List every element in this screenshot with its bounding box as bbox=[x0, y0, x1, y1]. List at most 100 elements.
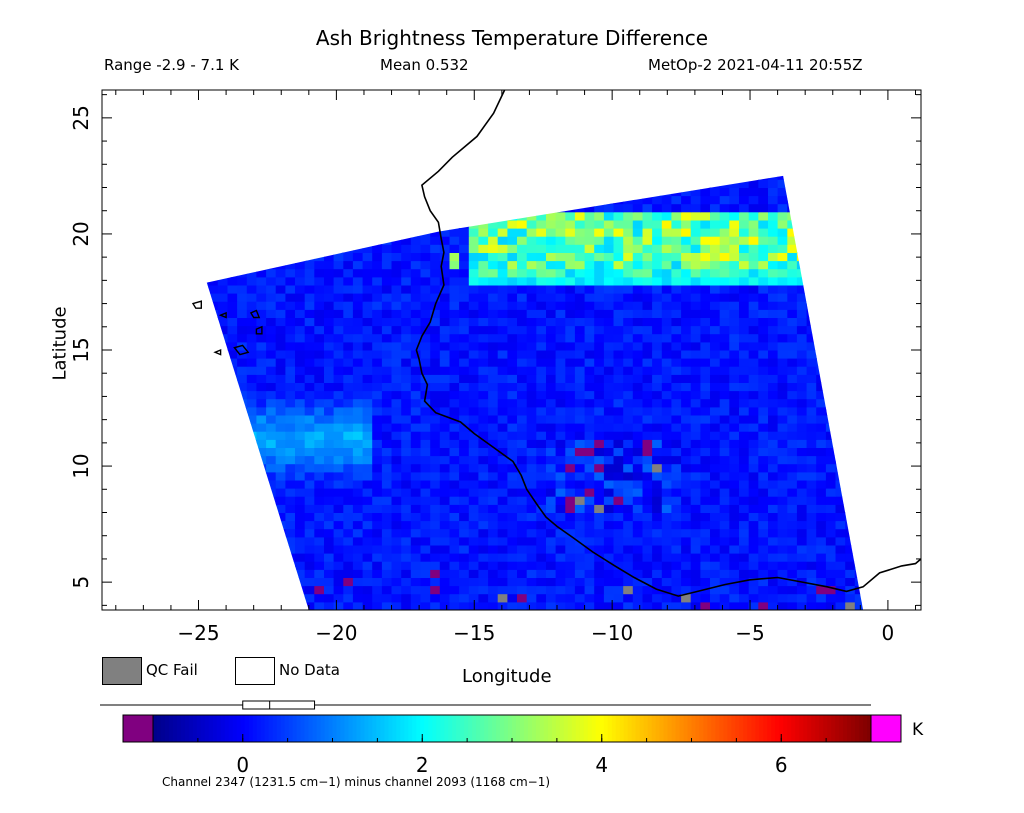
heatmap-cell bbox=[874, 545, 884, 554]
heatmap-cell bbox=[671, 423, 682, 432]
heatmap-cell bbox=[690, 512, 701, 522]
heatmap-cell bbox=[623, 382, 634, 392]
heatmap-cell bbox=[449, 211, 460, 221]
heatmap-cell bbox=[845, 260, 856, 270]
heatmap-cell bbox=[632, 439, 643, 448]
heatmap-cell bbox=[816, 431, 827, 440]
heatmap-cell bbox=[816, 382, 827, 392]
heatmap-cell bbox=[497, 423, 508, 432]
heatmap-cell bbox=[217, 545, 228, 554]
heatmap-cell bbox=[275, 463, 286, 473]
heatmap-cell bbox=[256, 406, 267, 416]
heatmap-cell bbox=[468, 447, 479, 457]
heatmap-cell bbox=[391, 463, 402, 473]
heatmap-cell bbox=[333, 179, 344, 188]
heatmap-cell bbox=[381, 228, 393, 237]
heatmap-cell bbox=[459, 341, 470, 351]
heatmap-cell bbox=[661, 528, 672, 538]
heatmap-cell bbox=[247, 163, 257, 172]
heatmap-cell bbox=[295, 358, 306, 367]
heatmap-cell bbox=[275, 285, 286, 294]
heatmap-cell bbox=[295, 220, 306, 229]
heatmap-cell bbox=[478, 309, 489, 318]
heatmap-cell bbox=[206, 366, 209, 375]
heatmap-cell bbox=[295, 545, 306, 554]
heatmap-cell bbox=[690, 350, 701, 359]
heatmap-cell bbox=[661, 463, 672, 473]
heatmap-cell bbox=[304, 252, 315, 262]
heatmap-cell bbox=[671, 325, 682, 335]
heatmap-cell bbox=[642, 439, 653, 448]
heatmap-cell bbox=[449, 350, 460, 359]
heatmap-cell bbox=[768, 455, 779, 465]
heatmap-cell bbox=[758, 496, 769, 505]
heatmap-cell bbox=[623, 439, 634, 448]
heatmap-cell bbox=[739, 415, 750, 424]
heatmap-cell bbox=[806, 260, 817, 270]
heatmap-cell bbox=[381, 601, 393, 610]
heatmap-cell bbox=[690, 236, 701, 245]
heatmap-cell bbox=[362, 593, 373, 603]
heatmap-cell bbox=[874, 415, 884, 424]
heatmap-cell bbox=[603, 220, 615, 229]
heatmap-cell bbox=[623, 309, 634, 318]
heatmap-cell bbox=[565, 195, 576, 205]
heatmap-cell bbox=[206, 569, 209, 578]
heatmap-cell bbox=[381, 195, 393, 205]
heatmap-cell bbox=[796, 244, 808, 253]
colorbar-segment bbox=[579, 715, 585, 742]
heatmap-cell bbox=[739, 268, 750, 278]
heatmap-cell bbox=[700, 545, 711, 554]
heatmap-cell bbox=[536, 276, 547, 286]
heatmap-cell bbox=[642, 447, 653, 457]
heatmap-cell bbox=[324, 431, 335, 440]
heatmap-cell bbox=[468, 423, 479, 432]
heatmap-cell bbox=[314, 553, 325, 562]
heatmap-cell bbox=[314, 593, 325, 603]
heatmap-cell bbox=[865, 513, 875, 522]
heatmap-cell bbox=[439, 325, 450, 335]
heatmap-cell bbox=[825, 175, 837, 180]
heatmap-cell bbox=[777, 220, 788, 229]
heatmap-cell bbox=[285, 520, 296, 530]
heatmap-cell bbox=[295, 390, 306, 400]
colorbar-segment bbox=[719, 715, 725, 742]
heatmap-cell bbox=[719, 374, 730, 383]
heatmap-cell bbox=[352, 431, 364, 440]
heatmap-cell bbox=[642, 358, 653, 367]
heatmap-cell bbox=[439, 187, 450, 197]
coastline bbox=[415, 90, 921, 597]
heatmap-cell bbox=[854, 285, 864, 294]
heatmap-cell bbox=[497, 203, 508, 213]
heatmap-cell bbox=[661, 536, 672, 546]
heatmap-cell bbox=[884, 391, 894, 400]
heatmap-cell bbox=[206, 390, 209, 400]
heatmap-cell bbox=[671, 390, 682, 400]
heatmap-cell bbox=[536, 228, 547, 237]
heatmap-cell bbox=[468, 309, 479, 318]
heatmap-cell bbox=[507, 585, 518, 595]
heatmap-cell bbox=[217, 285, 228, 294]
heatmap-cell bbox=[825, 374, 837, 383]
heatmap-cell bbox=[285, 350, 296, 359]
heatmap-cell bbox=[681, 593, 692, 603]
heatmap-cell bbox=[729, 488, 740, 497]
heatmap-cell bbox=[208, 545, 219, 554]
heatmap-cell bbox=[227, 569, 238, 578]
heatmap-cell bbox=[584, 350, 595, 359]
heatmap-cell bbox=[217, 415, 228, 424]
heatmap-cell bbox=[430, 415, 441, 424]
heatmap-cell bbox=[642, 268, 653, 278]
heatmap-cell bbox=[324, 228, 335, 237]
heatmap-cell bbox=[333, 203, 344, 213]
heatmap-cell bbox=[642, 536, 653, 546]
colorbar-segment bbox=[384, 715, 389, 742]
heatmap-cell bbox=[546, 333, 557, 343]
heatmap-cell bbox=[488, 471, 499, 481]
heatmap-cell bbox=[304, 285, 315, 294]
heatmap-cell bbox=[304, 512, 315, 522]
heatmap-cell bbox=[787, 358, 798, 367]
heatmap-cell bbox=[256, 561, 267, 570]
heatmap-cell bbox=[526, 455, 537, 465]
heatmap-cell bbox=[826, 163, 836, 172]
